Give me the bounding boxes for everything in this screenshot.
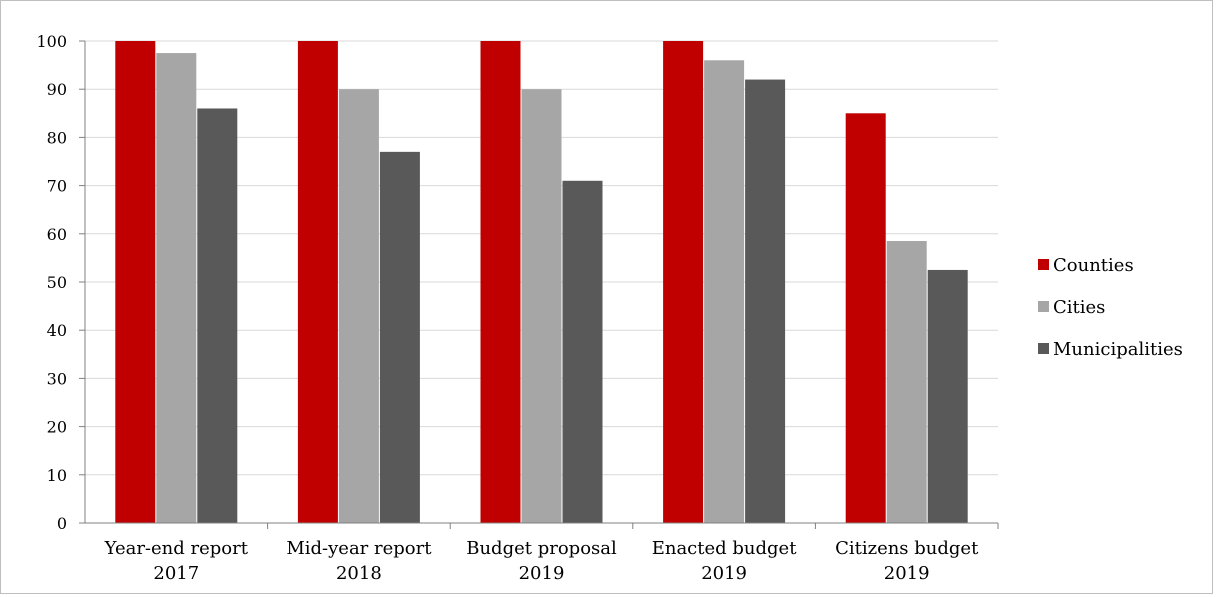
- bar-counties: [845, 113, 886, 524]
- bar-cities: [338, 89, 379, 523]
- y-tick-label: 60: [47, 225, 67, 244]
- x-category-label: 2019: [519, 563, 565, 584]
- bar-counties: [297, 41, 338, 523]
- x-category-label: 2018: [336, 563, 382, 584]
- legend-label-counties: Counties: [1053, 255, 1134, 276]
- legend-swatch-cities: [1038, 301, 1049, 312]
- bar-counties: [663, 41, 704, 523]
- y-tick-label: 90: [47, 80, 67, 99]
- legend-swatch-counties: [1038, 259, 1049, 270]
- x-category-label: 2019: [701, 563, 747, 584]
- x-category-label: Year-end report: [104, 538, 249, 559]
- y-tick-label: 20: [47, 418, 67, 437]
- x-category-label: Budget proposal: [466, 538, 617, 559]
- legend-swatch-municipalities: [1038, 343, 1049, 354]
- bar-municipalities: [927, 269, 968, 523]
- y-tick-label: 10: [47, 466, 67, 485]
- y-tick-label: 0: [57, 514, 67, 533]
- x-category-label: Mid-year report: [286, 538, 432, 559]
- legend: Counties Cities Municipalities: [1038, 255, 1183, 360]
- axes: 0 10 20 30 40 50 60 70 80 90 100 Year-end report 201…: [36, 32, 999, 584]
- bar-counties: [115, 41, 156, 523]
- y-tick-label: 70: [47, 177, 67, 196]
- y-tick-label: 100: [36, 32, 67, 51]
- x-category-label: Enacted budget: [652, 538, 797, 559]
- bars: [115, 41, 968, 524]
- bar-municipalities: [562, 180, 603, 523]
- bar-cities: [704, 60, 745, 523]
- bar-municipalities: [745, 79, 786, 523]
- x-category-label: 2019: [884, 563, 930, 584]
- y-tick-label: 40: [47, 321, 67, 340]
- bar-municipalities: [197, 108, 238, 523]
- bar-cities: [521, 89, 562, 523]
- y-tick-label: 80: [47, 128, 67, 147]
- x-category-label: Citizens budget: [835, 538, 979, 559]
- legend-label-cities: Cities: [1053, 297, 1105, 318]
- y-tick-label: 50: [47, 273, 67, 292]
- bar-cities: [156, 53, 197, 524]
- bar-cities: [886, 241, 927, 523]
- y-tick-label: 30: [47, 369, 67, 388]
- legend-label-municipalities: Municipalities: [1053, 339, 1183, 360]
- x-category-label: 2017: [153, 563, 199, 584]
- bar-counties: [480, 41, 521, 523]
- bar-municipalities: [379, 151, 420, 524]
